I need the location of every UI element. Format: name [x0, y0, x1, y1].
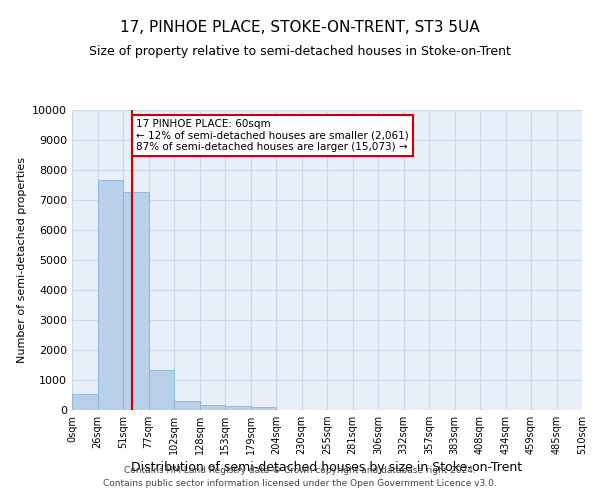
Bar — [225, 406, 251, 410]
Bar — [149, 370, 174, 410]
X-axis label: Distribution of semi-detached houses by size in Stoke-on-Trent: Distribution of semi-detached houses by … — [131, 462, 523, 474]
Text: Contains HM Land Registry data © Crown copyright and database right 2024.
Contai: Contains HM Land Registry data © Crown c… — [103, 466, 497, 487]
Bar — [199, 405, 225, 410]
Text: Size of property relative to semi-detached houses in Stoke-on-Trent: Size of property relative to semi-detach… — [89, 45, 511, 58]
Bar — [97, 180, 123, 410]
Text: 17 PINHOE PLACE: 60sqm
← 12% of semi-detached houses are smaller (2,061)
87% of : 17 PINHOE PLACE: 60sqm ← 12% of semi-det… — [136, 119, 409, 152]
Bar — [72, 394, 97, 410]
Bar — [123, 192, 149, 410]
Text: 17, PINHOE PLACE, STOKE-ON-TRENT, ST3 5UA: 17, PINHOE PLACE, STOKE-ON-TRENT, ST3 5U… — [120, 20, 480, 35]
Y-axis label: Number of semi-detached properties: Number of semi-detached properties — [17, 157, 26, 363]
Bar — [174, 400, 199, 410]
Bar — [251, 408, 276, 410]
